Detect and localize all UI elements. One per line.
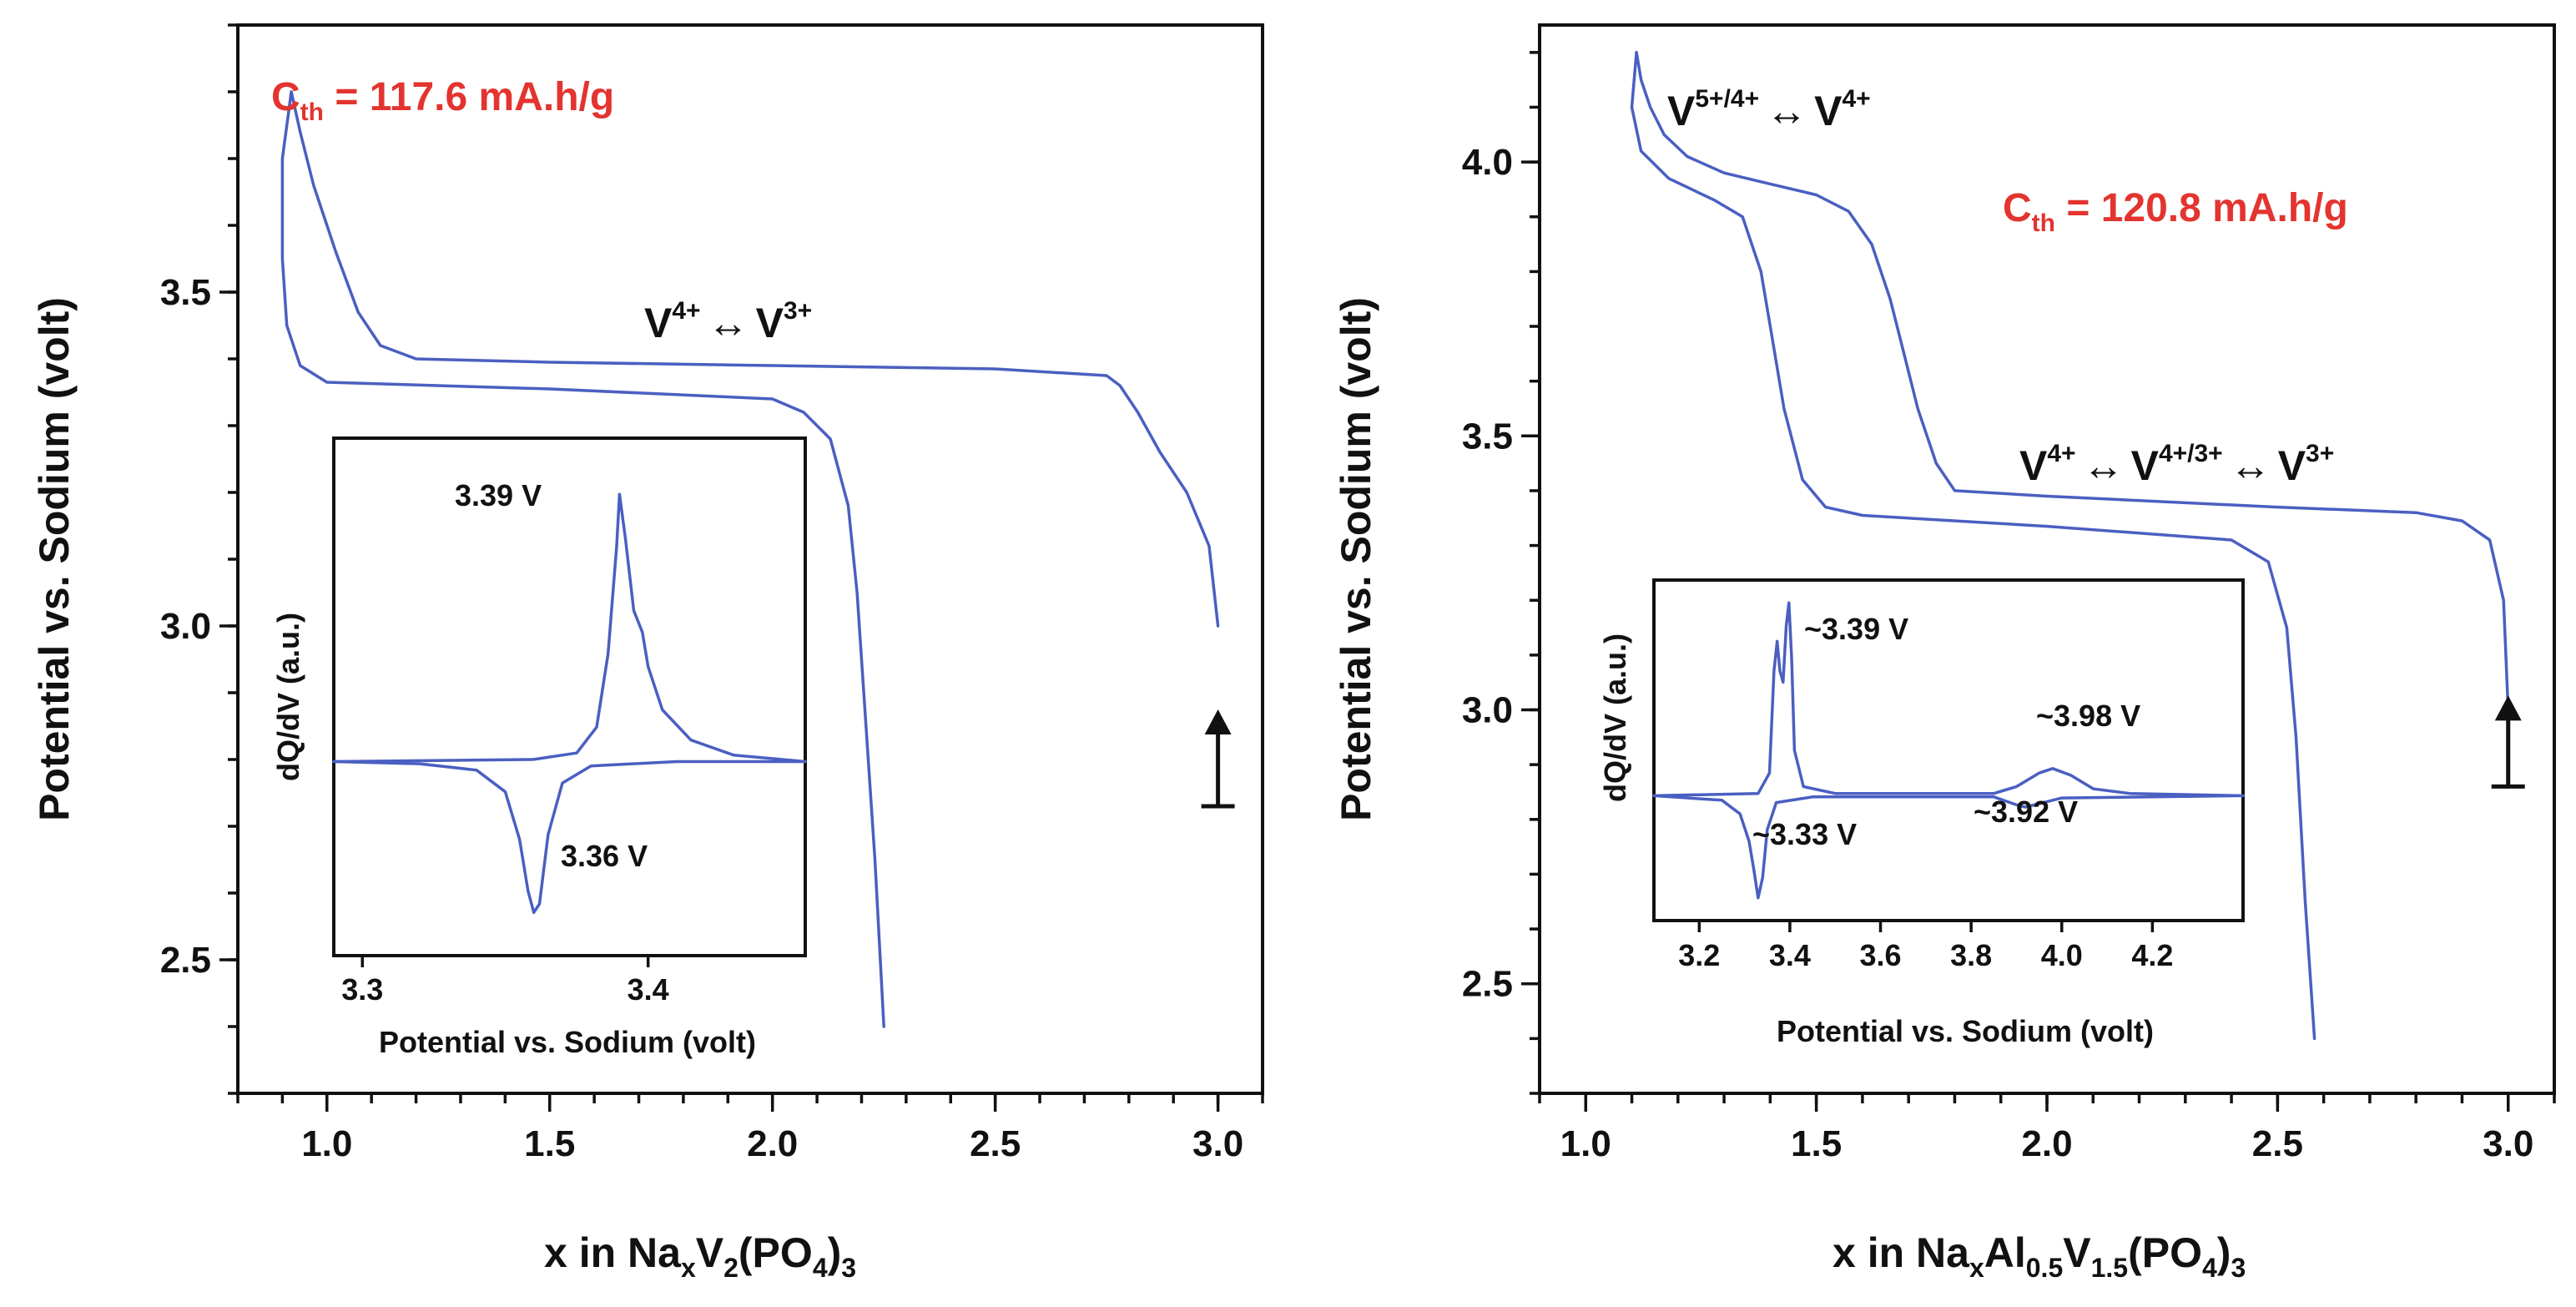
y-tick-label: 3.5 <box>160 272 211 313</box>
y-tick-label: 3.5 <box>1462 416 1513 457</box>
y-tick-label: 3.0 <box>160 606 211 647</box>
x-tick-label: 2.5 <box>970 1123 1021 1164</box>
y-tick-label: 2.5 <box>1462 964 1513 1005</box>
y-tick-label: 3.0 <box>1462 690 1513 731</box>
x-tick-label: 3.0 <box>2483 1123 2533 1164</box>
right-inset-peak-label-4: ~3.92 V <box>1974 795 2078 829</box>
left-inset: 3.3 3.4 3.39 V 3.36 V dQ/dV (a.u.) Potent… <box>271 437 807 1059</box>
x-tick-label: 3.0 <box>1192 1123 1243 1164</box>
right-plot-frame <box>1538 23 2556 1095</box>
right-inset-x-label: Potential vs. Sodium (volt) <box>1777 1014 2154 1048</box>
right-inset-y-label: dQ/dV (a.u.) <box>1598 633 1632 802</box>
left-plateau-label: V4+ ↔ V3+ <box>644 297 812 346</box>
x-tick-label: 1.5 <box>524 1123 575 1164</box>
inset-x-tick-label: 3.8 <box>1950 938 1992 972</box>
inset-x-tick-label: 4.0 <box>2041 938 2083 972</box>
right-plateau-label: V4+ ↔ V4+/3+ ↔ V3+ <box>2019 440 2334 489</box>
inset-x-tick-label: 3.4 <box>1769 938 1811 972</box>
right-charge-curve <box>1635 51 2510 712</box>
right-inset-peak-label-2: ~3.33 V <box>1752 817 1857 851</box>
right-inset-oxidation-curve <box>1652 601 2245 798</box>
left-inset-reduction-curve <box>332 759 807 915</box>
right-inset-frame <box>1652 578 2245 922</box>
left-inset-oxidation-curve <box>332 492 807 764</box>
left-inset-frame <box>332 437 807 957</box>
inset-x-tick-label: 3.6 <box>1860 938 1902 972</box>
left-inset-x-label: Potential vs. Sodium (volt) <box>379 1025 756 1059</box>
left-inset-peak-label-ox: 3.39 V <box>455 478 542 512</box>
right-start-arrow <box>2491 695 2525 789</box>
right-upper-redox-label: V5+/4+ ↔ V4+ <box>1667 85 1871 134</box>
x-tick-label: 1.0 <box>1560 1123 1611 1164</box>
y-tick-label: 2.5 <box>160 940 211 981</box>
left-inset-y-label: dQ/dV (a.u.) <box>271 613 305 781</box>
right-inset: 3.2 3.4 3.6 3.8 4.0 4.2 ~3.39 V ~3.33 V ~3.98… <box>1598 578 2245 1048</box>
right-inset-reduction-curve <box>1652 794 2245 900</box>
x-tick-label: 2.0 <box>2021 1123 2072 1164</box>
left-inset-peak-label-red: 3.36 V <box>561 839 648 873</box>
inset-x-tick-label: 3.4 <box>628 972 669 1007</box>
inset-x-tick-label: 3.2 <box>1678 938 1720 972</box>
right-inset-peak-label-1: ~3.39 V <box>1804 612 1908 646</box>
right-panel: 1.0 1.5 2.0 2.5 3.0 2.5 3.0 3.5 4.0 Cth = 120.8… <box>1333 23 2556 1283</box>
left-x-axis-label: x in NaxV2(PO4)3 <box>544 1229 856 1283</box>
right-inset-peak-label-3: ~3.98 V <box>2036 699 2140 733</box>
left-panel: 1.0 1.5 2.0 2.5 3.0 2.5 3.0 3.5 Cth = 117.6 mA… <box>31 23 1264 1283</box>
right-x-axis-label: x in NaxAl0.5V1.5(PO4)3 <box>1832 1229 2246 1283</box>
left-y-axis-label: Potential vs. Sodium (volt) <box>31 297 78 821</box>
right-discharge-curve <box>1630 51 2316 1041</box>
left-charge-curve <box>290 90 1220 628</box>
left-plot-frame <box>236 23 1264 1095</box>
x-tick-label: 2.0 <box>747 1123 798 1164</box>
x-tick-label: 2.5 <box>2252 1123 2303 1164</box>
arrow-head <box>1204 709 1232 734</box>
inset-x-tick-label: 3.3 <box>341 972 383 1007</box>
x-tick-label: 1.5 <box>1791 1123 1842 1164</box>
left-discharge-curve <box>280 90 885 1028</box>
left-capacity-label: Cth = 117.6 mA.h/g <box>271 75 614 126</box>
right-y-axis-label: Potential vs. Sodium (volt) <box>1333 297 1379 821</box>
inset-x-tick-label: 4.2 <box>2131 938 2173 972</box>
left-start-arrow <box>1201 709 1235 809</box>
arrow-head <box>2494 695 2522 721</box>
y-tick-label: 4.0 <box>1462 142 1513 183</box>
right-capacity-label: Cth = 120.8 mA.h/g <box>2003 186 2348 237</box>
x-tick-label: 1.0 <box>301 1123 352 1164</box>
